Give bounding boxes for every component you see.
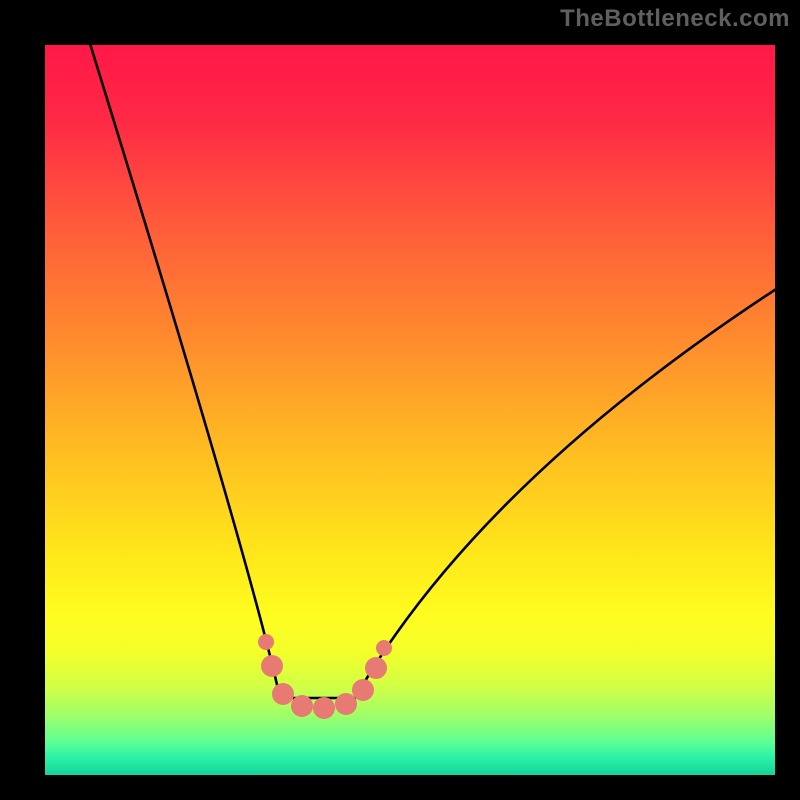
- data-dot: [313, 697, 335, 719]
- data-dot: [258, 634, 274, 650]
- plot-background: [45, 45, 775, 775]
- data-dot: [272, 683, 294, 705]
- data-dot: [291, 695, 313, 717]
- data-dot: [261, 655, 283, 677]
- data-dot: [365, 657, 387, 679]
- watermark-text: TheBottleneck.com: [560, 5, 790, 33]
- data-dot: [335, 693, 357, 715]
- bottleneck-chart: [0, 0, 800, 800]
- data-dot: [376, 640, 392, 656]
- data-dot: [352, 679, 374, 701]
